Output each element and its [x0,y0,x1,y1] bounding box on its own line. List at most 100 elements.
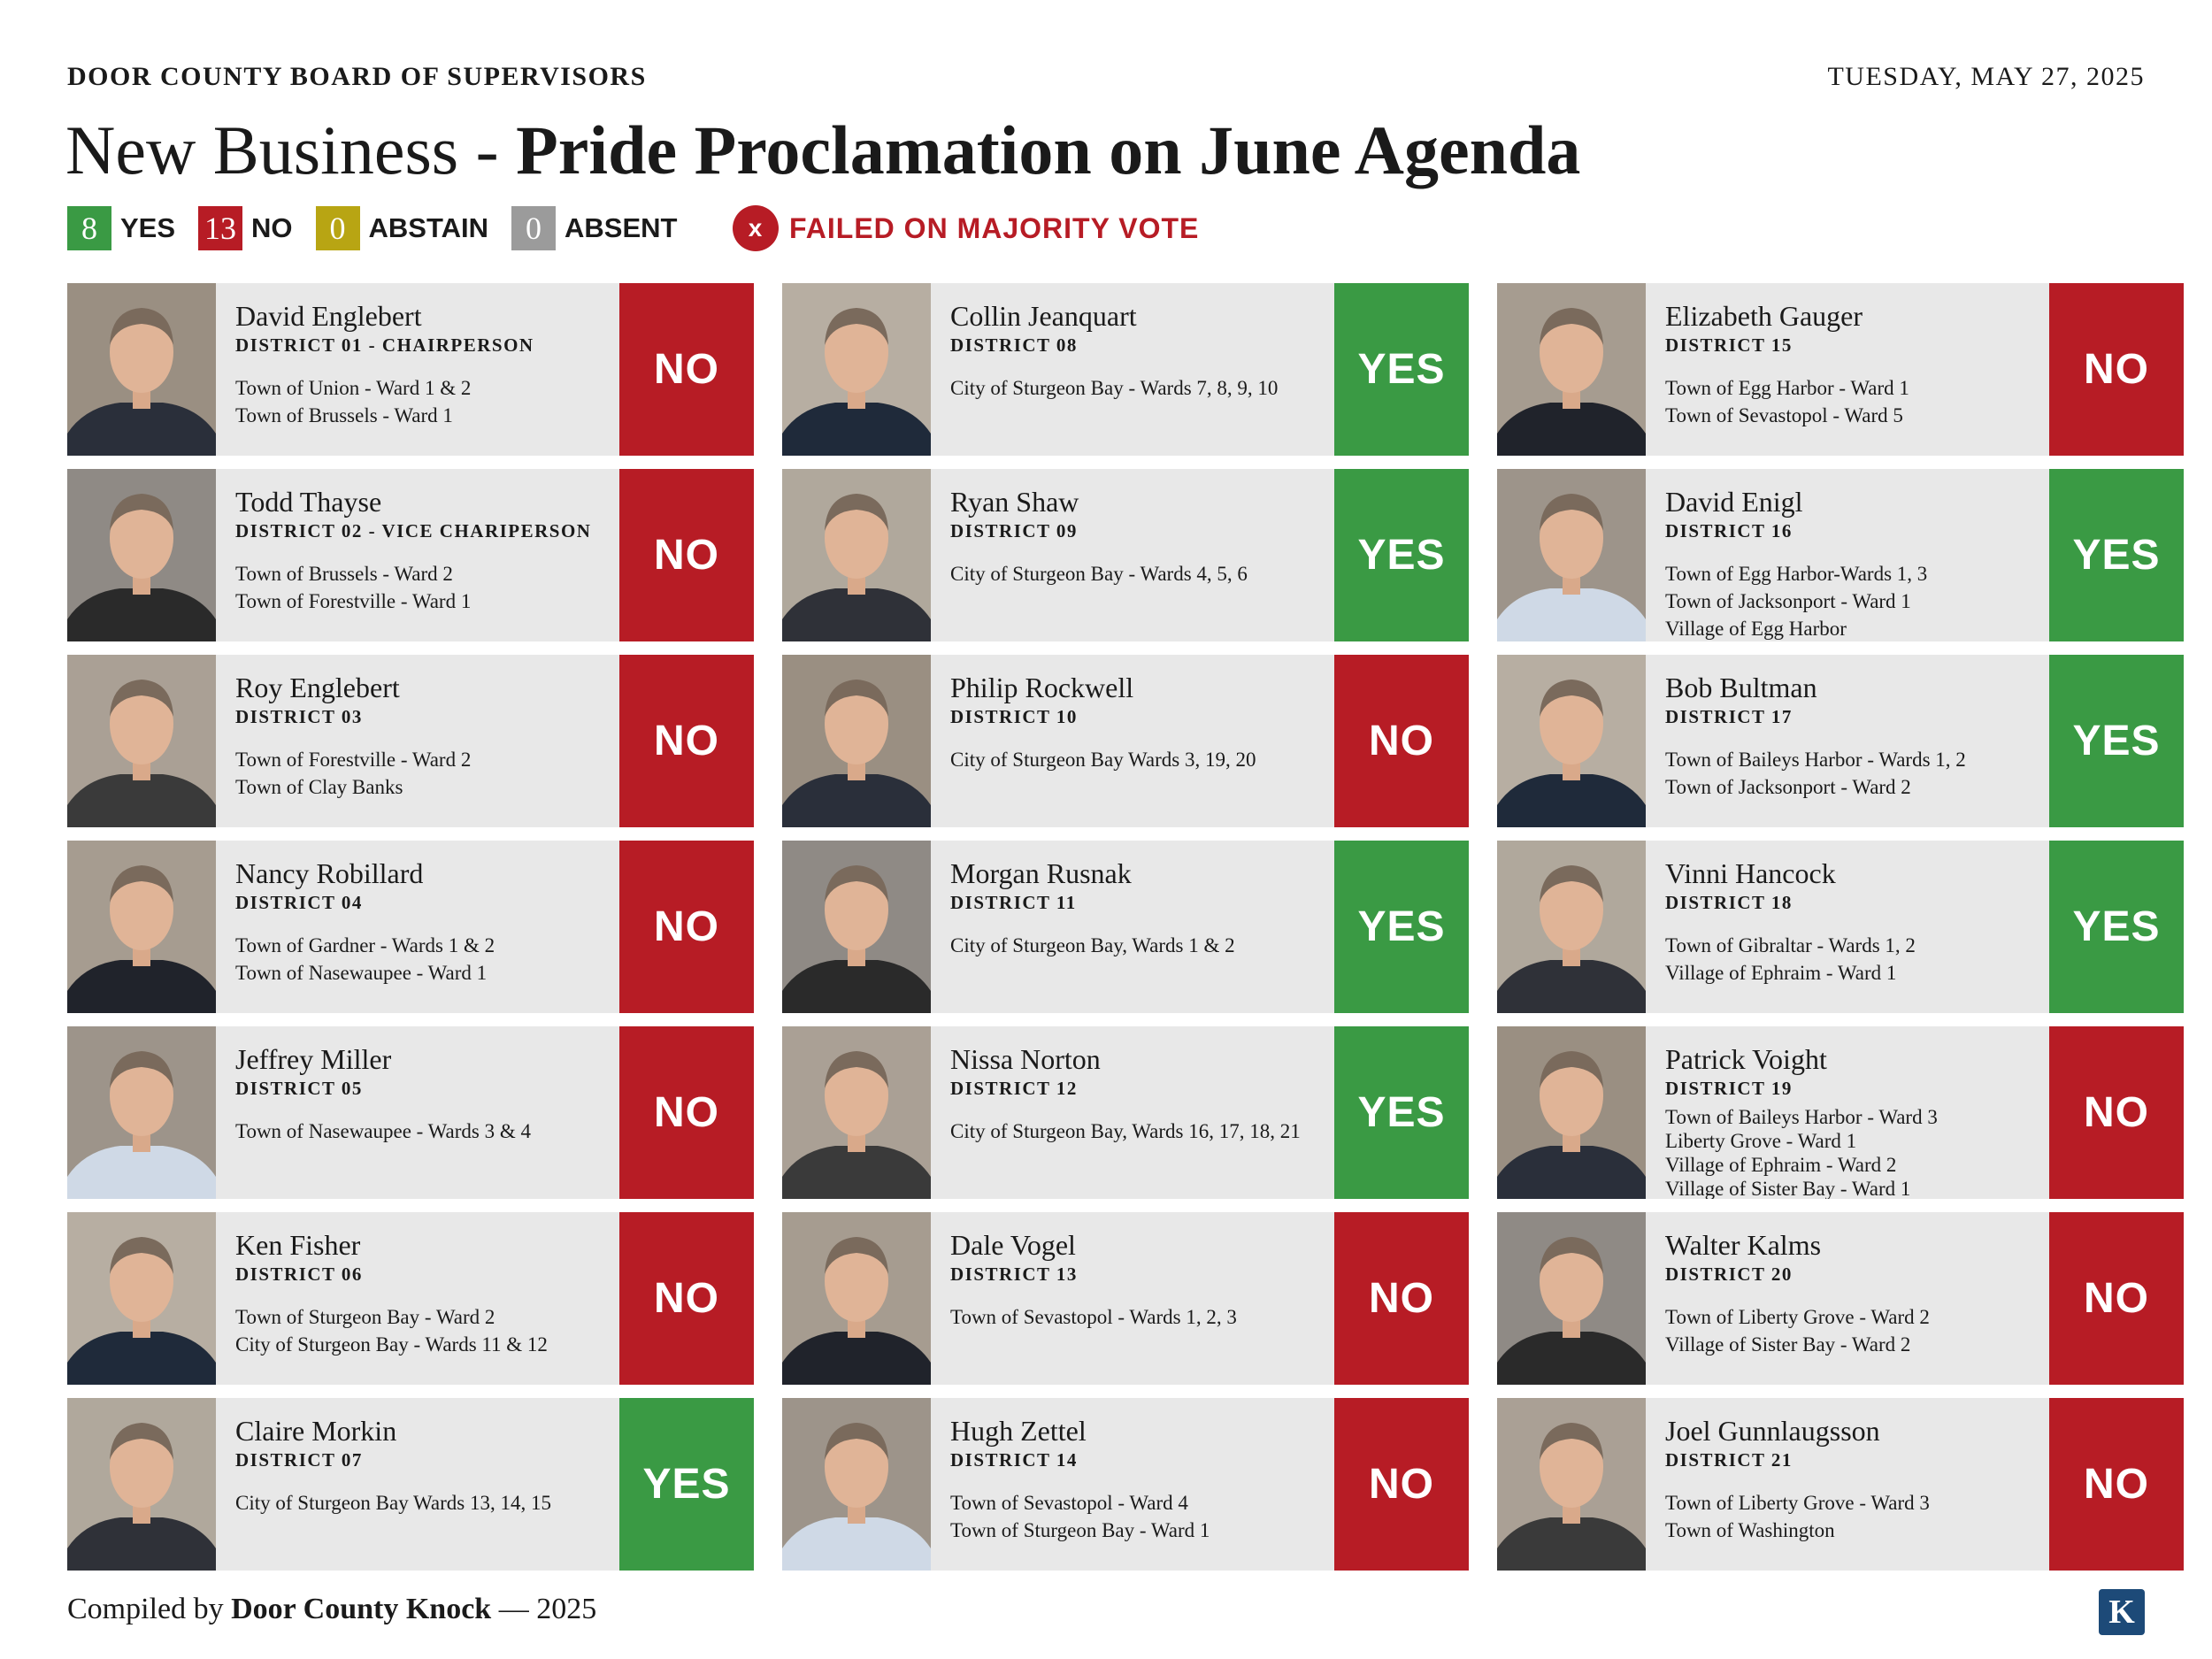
supervisor-name: Jeffrey Miller [235,1043,392,1075]
vote-result: x FAILED ON MAJORITY VOTE [733,205,1199,251]
supervisor-card: Collin Jeanquart DISTRICT 08 City of Sturg… [782,283,1469,456]
supervisor-name: David Englebert [235,300,422,332]
area-line: Town of Nasewaupee - Ward 1 [235,962,488,984]
supervisor-district: DISTRICT 01 - CHAIRPERSON [235,334,534,356]
supervisor-name: Morgan Rusnak [950,857,1132,889]
vote-badge: NO [619,655,754,827]
supervisor-name: Ken Fisher [235,1229,361,1261]
portrait-photo [67,1212,216,1385]
represented-areas: Town of Sturgeon Bay - Ward 2 City of Stu… [235,1303,607,1358]
area-line: Town of Brussels - Ward 1 [235,404,453,426]
portrait-photo [1497,1212,1646,1385]
represented-areas: Town of Sevastopol - Ward 4 Town of Sturg… [950,1489,1322,1544]
supervisor-card: Todd Thayse DISTRICT 02 - VICE CHARIPERSO… [67,469,754,641]
title-main: Pride Proclamation on June Agenda [516,111,1581,188]
tally-abstain-count: 0 [315,206,360,250]
represented-areas: Town of Sevastopol - Wards 1, 2, 3 [950,1303,1322,1331]
area-line: City of Sturgeon Bay Wards 13, 14, 15 [235,1492,551,1514]
supervisor-district: DISTRICT 18 [1665,892,1793,913]
supervisor-name: Roy Englebert [235,672,400,703]
portrait-photo [782,469,931,641]
supervisor-card: Roy Englebert DISTRICT 03 Town of Forestvi… [67,655,754,827]
supervisor-district: DISTRICT 14 [950,1449,1078,1471]
represented-areas: Town of Baileys Harbor - Ward 3 Liberty G… [1665,1105,2037,1199]
footer-suffix: — 2025 [491,1593,597,1625]
represented-areas: Town of Baileys Harbor - Wards 1, 2 Town … [1665,746,2037,801]
portrait-photo [1497,841,1646,1013]
portrait-photo [782,283,931,456]
supervisor-district: DISTRICT 17 [1665,706,1793,727]
supervisor-info: Claire Morkin DISTRICT 07 City of Sturgeon… [235,1414,607,1517]
page-title: New Business - Pride Proclamation on Jun… [65,106,1580,195]
vote-tally: 8 YES 13 NO 0 ABSTAIN 0 ABSENT [67,206,700,250]
supervisor-card: Walter Kalms DISTRICT 20 Town of Liberty G… [1497,1212,2184,1385]
supervisor-card: Patrick Voight DISTRICT 19 Town of Baileys… [1497,1026,2184,1199]
portrait-photo [67,1398,216,1571]
tally-absent: 0 ABSENT [511,206,677,250]
vote-badge: NO [1334,1212,1469,1385]
supervisor-card: Ken Fisher DISTRICT 06 Town of Sturgeon Ba… [67,1212,754,1385]
supervisor-card: Dale Vogel DISTRICT 13 Town of Sevastopol … [782,1212,1469,1385]
footer-prefix: Compiled by [67,1593,232,1625]
supervisor-name: Ryan Shaw [950,486,1079,518]
area-line: Town of Sevastopol - Ward 4 [950,1492,1188,1514]
supervisor-info: Dale Vogel DISTRICT 13 Town of Sevastopol … [950,1228,1322,1331]
supervisor-district: DISTRICT 08 [950,334,1078,356]
portrait-photo [782,841,931,1013]
supervisor-info: Vinni Hancock DISTRICT 18 Town of Gibralta… [1665,856,2037,987]
supervisor-district: DISTRICT 02 - VICE CHARIPERSON [235,520,592,541]
area-line: Town of Egg Harbor-Wards 1, 3 [1665,563,1928,585]
supervisor-card: Nissa Norton DISTRICT 12 City of Sturgeon … [782,1026,1469,1199]
supervisor-name: Vinni Hancock [1665,857,1836,889]
represented-areas: Town of Gardner - Wards 1 & 2 Town of Nas… [235,932,607,987]
supervisor-info: Ken Fisher DISTRICT 06 Town of Sturgeon Ba… [235,1228,607,1358]
area-line: Town of Forestville - Ward 1 [235,590,472,612]
portrait-photo [67,841,216,1013]
represented-areas: City of Sturgeon Bay Wards 13, 14, 15 [235,1489,607,1517]
area-line: Village of Ephraim - Ward 2 [1665,1154,1897,1176]
supervisor-name: Walter Kalms [1665,1229,1822,1261]
supervisor-info: Joel Gunnlaugsson DISTRICT 21 Town of Libe… [1665,1414,2037,1544]
area-line: Town of Baileys Harbor - Ward 3 [1665,1106,1938,1128]
represented-areas: City of Sturgeon Bay, Wards 1 & 2 [950,932,1322,959]
represented-areas: Town of Forestville - Ward 2 Town of Clay… [235,746,607,801]
supervisor-card: David Englebert DISTRICT 01 - CHAIRPERSON… [67,283,754,456]
represented-areas: Town of Egg Harbor-Wards 1, 3 Town of Jac… [1665,560,2037,641]
represented-areas: Town of Egg Harbor - Ward 1 Town of Sevas… [1665,374,2037,429]
supervisor-district: DISTRICT 11 [950,892,1077,913]
represented-areas: City of Sturgeon Bay - Wards 7, 8, 9, 10 [950,374,1322,402]
portrait-photo [67,469,216,641]
portrait-photo [67,655,216,827]
area-line: Town of Baileys Harbor - Wards 1, 2 [1665,749,1966,771]
area-line: Town of Liberty Grove - Ward 2 [1665,1306,1930,1328]
supervisor-district: DISTRICT 07 [235,1449,363,1471]
area-line: City of Sturgeon Bay - Wards 7, 8, 9, 10 [950,377,1279,399]
supervisor-name: Nissa Norton [950,1043,1101,1075]
supervisor-district: DISTRICT 12 [950,1078,1078,1099]
supervisor-grid: David Englebert DISTRICT 01 - CHAIRPERSON… [67,283,2184,1571]
supervisor-info: Hugh Zettel DISTRICT 14 Town of Sevastopol… [950,1414,1322,1544]
vote-badge: YES [2049,469,2184,641]
represented-areas: Town of Nasewaupee - Wards 3 & 4 [235,1118,607,1145]
supervisor-card: Nancy Robillard DISTRICT 04 Town of Gardne… [67,841,754,1013]
vote-badge: YES [2049,655,2184,827]
represented-areas: City of Sturgeon Bay, Wards 16, 17, 18, … [950,1118,1322,1145]
vote-badge: YES [619,1398,754,1571]
area-line: Town of Brussels - Ward 2 [235,563,453,585]
supervisor-name: Collin Jeanquart [950,300,1137,332]
vote-badge: NO [619,1026,754,1199]
vote-badge: NO [619,1212,754,1385]
vote-result-text: FAILED ON MAJORITY VOTE [789,211,1200,244]
supervisor-name: Dale Vogel [950,1229,1076,1261]
area-line: Town of Jacksonport - Ward 1 [1665,590,1911,612]
represented-areas: City of Sturgeon Bay Wards 3, 19, 20 [950,746,1322,773]
tally-absent-count: 0 [511,206,557,250]
area-line: Town of Nasewaupee - Wards 3 & 4 [235,1120,531,1142]
represented-areas: Town of Brussels - Ward 2 Town of Forestv… [235,560,607,615]
area-line: Town of Liberty Grove - Ward 3 [1665,1492,1930,1514]
area-line: Village of Ephraim - Ward 1 [1665,962,1897,984]
area-line: City of Sturgeon Bay Wards 3, 19, 20 [950,749,1256,771]
title-lead: New Business - [65,111,517,188]
supervisor-card: Elizabeth Gauger DISTRICT 15 Town of Egg H… [1497,283,2184,456]
area-line: City of Sturgeon Bay - Wards 4, 5, 6 [950,563,1248,585]
